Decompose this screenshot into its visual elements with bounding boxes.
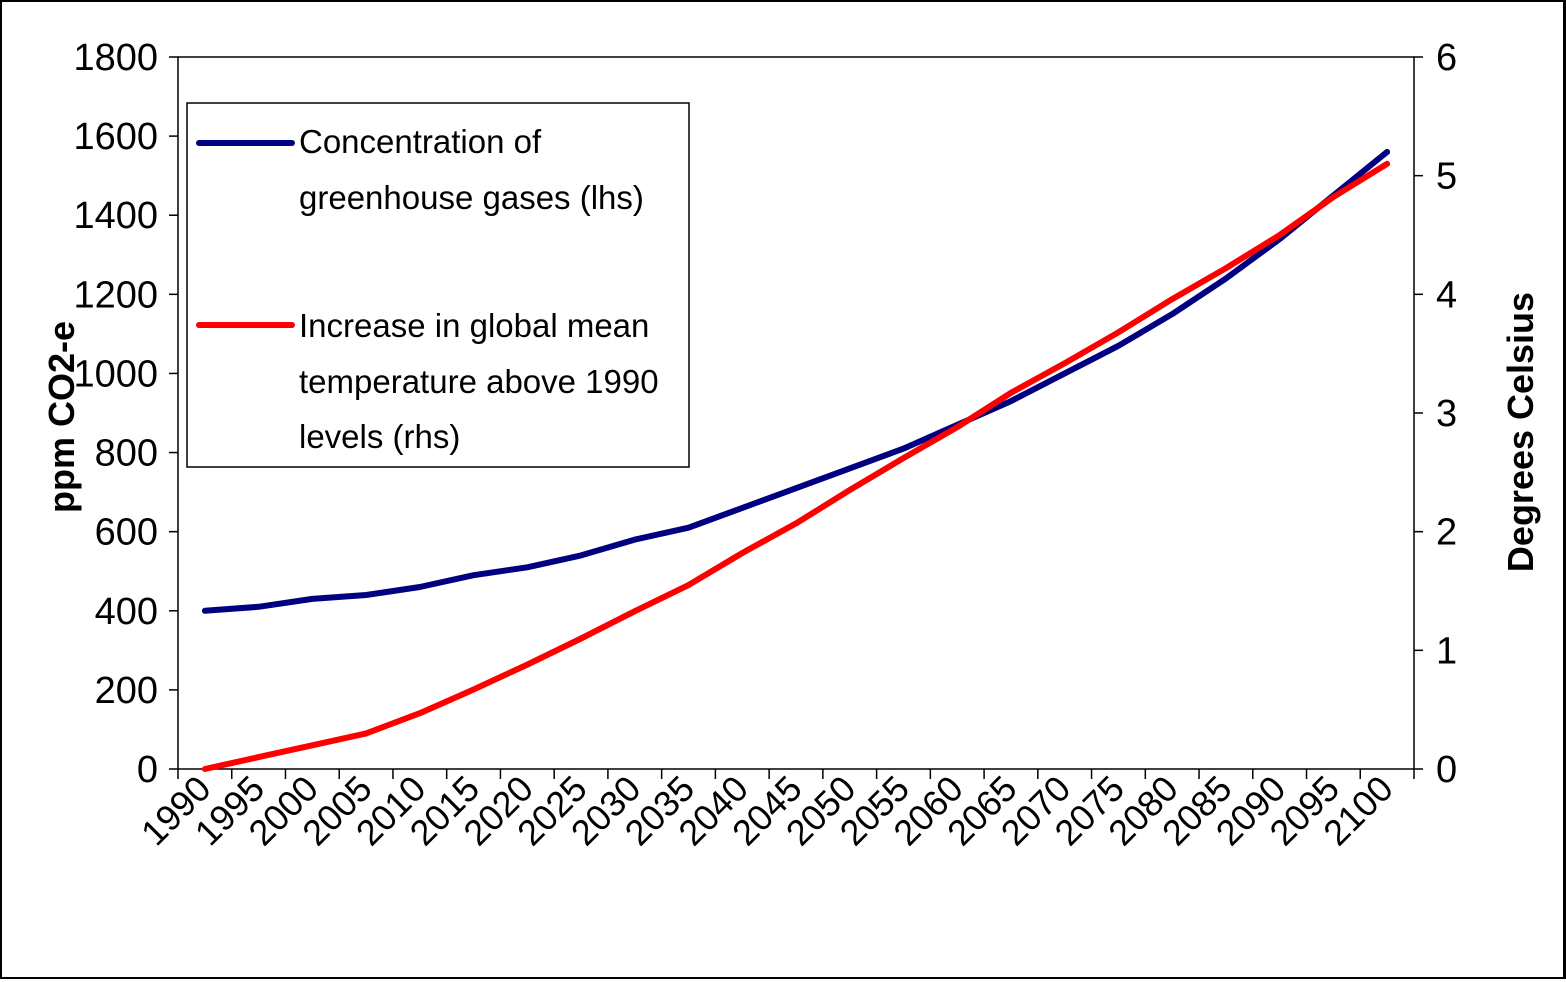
- left-tick-label: 1600: [73, 116, 158, 158]
- left-tick-label: 600: [95, 512, 158, 554]
- legend-label-concentration-line-1: Concentration of: [299, 123, 542, 160]
- legend-box: [186, 102, 690, 468]
- series-line-concentration: [201, 148, 1391, 614]
- right-tick-label: 1: [1436, 630, 1457, 672]
- left-tick-label: 200: [95, 670, 158, 712]
- left-tick-label: 1200: [73, 274, 158, 316]
- left-tick-label: 1000: [73, 353, 158, 395]
- right-tick-label: 2: [1436, 512, 1457, 554]
- right-tick-label: 3: [1436, 393, 1457, 435]
- right-axis-ticks: 0 1 2 3 4 5 6: [1414, 37, 1457, 791]
- right-tick-label: 0: [1436, 749, 1457, 791]
- left-axis-ticks: 0 200 400 600 800 1000 1200 1400 1600 1800: [73, 37, 178, 791]
- left-tick-label: 0: [137, 749, 158, 791]
- legend-label-temperature-line-2: temperature above 1990: [299, 363, 659, 400]
- legend: Concentration of greenhouse gases (lhs) …: [186, 102, 690, 468]
- left-tick-label: 1800: [73, 37, 158, 79]
- x-axis-ticks: 1990199520002005201020152020202520302035…: [133, 768, 1415, 853]
- legend-label-temperature-line-3: levels (rhs): [299, 418, 460, 455]
- right-tick-label: 5: [1436, 156, 1457, 198]
- left-axis-title: ppm CO2-e: [41, 321, 82, 513]
- right-axis-title: Degrees Celsius: [1500, 292, 1541, 572]
- left-tick-label: 800: [95, 433, 158, 475]
- left-tick-label: 1400: [73, 195, 158, 237]
- series-lines: [201, 148, 1391, 772]
- legend-label-concentration-line-2: greenhouse gases (lhs): [299, 179, 644, 216]
- left-tick-label: 400: [95, 591, 158, 633]
- series-line-temperature: [201, 160, 1391, 772]
- right-tick-label: 6: [1436, 37, 1457, 79]
- right-tick-label: 4: [1436, 274, 1457, 316]
- legend-label-temperature-line-1: Increase in global mean: [299, 307, 649, 344]
